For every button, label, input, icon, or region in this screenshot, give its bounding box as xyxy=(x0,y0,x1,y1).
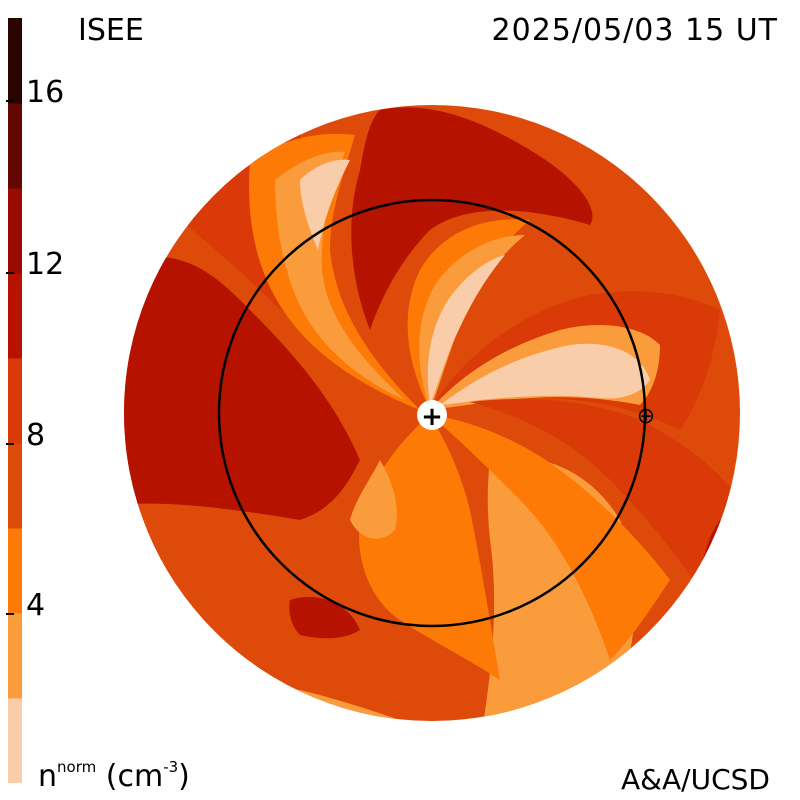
dense-region-southwest xyxy=(289,596,360,639)
colorbar-level-7 xyxy=(8,103,22,189)
colorbar-label-16: 16 xyxy=(26,75,65,110)
colorbar-level-2 xyxy=(8,528,22,614)
units-close: ) xyxy=(178,759,190,794)
colorbar-level-3 xyxy=(8,443,22,529)
sun-disk xyxy=(417,400,447,430)
swirl-north-mid xyxy=(419,235,525,410)
colorbar-level-4 xyxy=(8,358,22,444)
colorbar-label-4: 4 xyxy=(26,588,46,623)
earth-orbit-circle xyxy=(217,198,647,628)
colorbar-level-1 xyxy=(8,613,22,699)
units-superscript: norm xyxy=(57,758,97,776)
colorbar-tick-8 xyxy=(6,443,14,445)
colorbar-label-12: 12 xyxy=(26,247,65,282)
swirl-south-core xyxy=(350,460,397,539)
units-open: (cm xyxy=(96,759,164,794)
earth-marker: ⊕ xyxy=(637,404,655,429)
colorbar-level-6 xyxy=(8,188,22,274)
units-label: nnorm (cm-3) xyxy=(38,760,190,792)
units-exponent: -3 xyxy=(163,758,179,776)
swirl-south xyxy=(359,415,500,680)
colorbar-tick-12 xyxy=(6,272,14,274)
band-southwest xyxy=(146,516,400,721)
source-label: ISEE xyxy=(78,13,144,48)
colorbar-level-0 xyxy=(8,698,22,783)
dense-region-west xyxy=(124,256,360,520)
colorbar-level-8 xyxy=(8,18,22,104)
dense-region-north xyxy=(351,107,593,330)
band-east xyxy=(470,399,740,590)
credit-label: A&A/UCSD xyxy=(621,763,770,796)
ribbon-northwest-core xyxy=(300,159,350,250)
colorbar-tick-4 xyxy=(6,613,14,615)
sun-marker: + xyxy=(421,402,443,432)
swirl-east-core xyxy=(440,343,650,405)
density-colorbar xyxy=(8,18,22,783)
band-southeast-outer xyxy=(430,415,670,660)
timestamp-label: 2025/05/03 15 UT xyxy=(491,13,778,48)
swirl-north-core xyxy=(427,255,505,405)
colorbar-level-5 xyxy=(8,273,22,359)
colorbar-tick-16 xyxy=(6,100,14,102)
units-base: n xyxy=(38,759,58,794)
colorbar-label-8: 8 xyxy=(26,418,46,453)
